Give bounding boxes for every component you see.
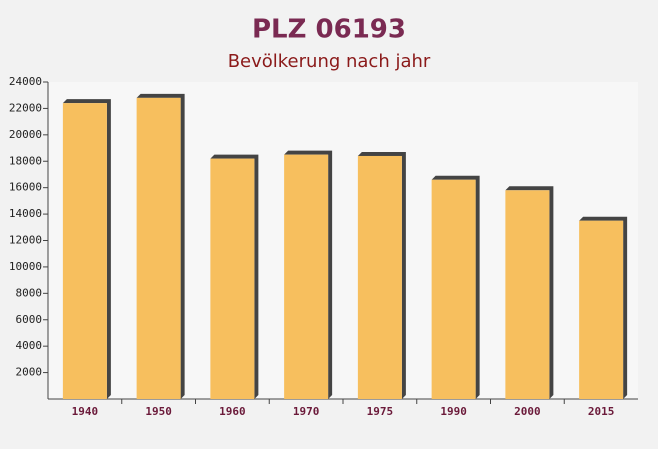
bar <box>284 154 329 399</box>
y-tick-label: 12000 <box>9 234 42 247</box>
x-tick-label: 1990 <box>440 405 467 418</box>
x-tick-label: 1940 <box>72 405 99 418</box>
bar <box>505 190 550 399</box>
y-tick-label: 20000 <box>9 128 42 141</box>
x-tick-label: 1960 <box>219 405 246 418</box>
x-tick-label: 1970 <box>293 405 320 418</box>
y-tick-label: 24000 <box>9 75 42 88</box>
y-tick-label: 4000 <box>16 339 43 352</box>
y-tick-label: 6000 <box>16 313 43 326</box>
bar <box>579 220 624 399</box>
y-tick-label: 8000 <box>16 286 43 299</box>
chart-subtitle: Bevölkerung nach jahr <box>228 51 431 72</box>
y-tick-label: 22000 <box>9 101 42 114</box>
bar <box>210 158 255 399</box>
x-tick-label: 1950 <box>145 405 172 418</box>
y-tick-label: 2000 <box>16 366 43 379</box>
x-tick-label: 2015 <box>588 405 615 418</box>
bar <box>357 155 402 399</box>
bar <box>62 103 107 399</box>
y-tick-label: 18000 <box>9 154 42 167</box>
bar <box>431 179 476 399</box>
y-tick-label: 14000 <box>9 207 42 220</box>
y-tick-label: 10000 <box>9 260 42 273</box>
bar <box>136 97 181 399</box>
y-tick-label: 16000 <box>9 181 42 194</box>
x-tick-label: 2000 <box>514 405 541 418</box>
chart-title: PLZ 06193 <box>252 15 406 45</box>
x-tick-label: 1975 <box>367 405 394 418</box>
